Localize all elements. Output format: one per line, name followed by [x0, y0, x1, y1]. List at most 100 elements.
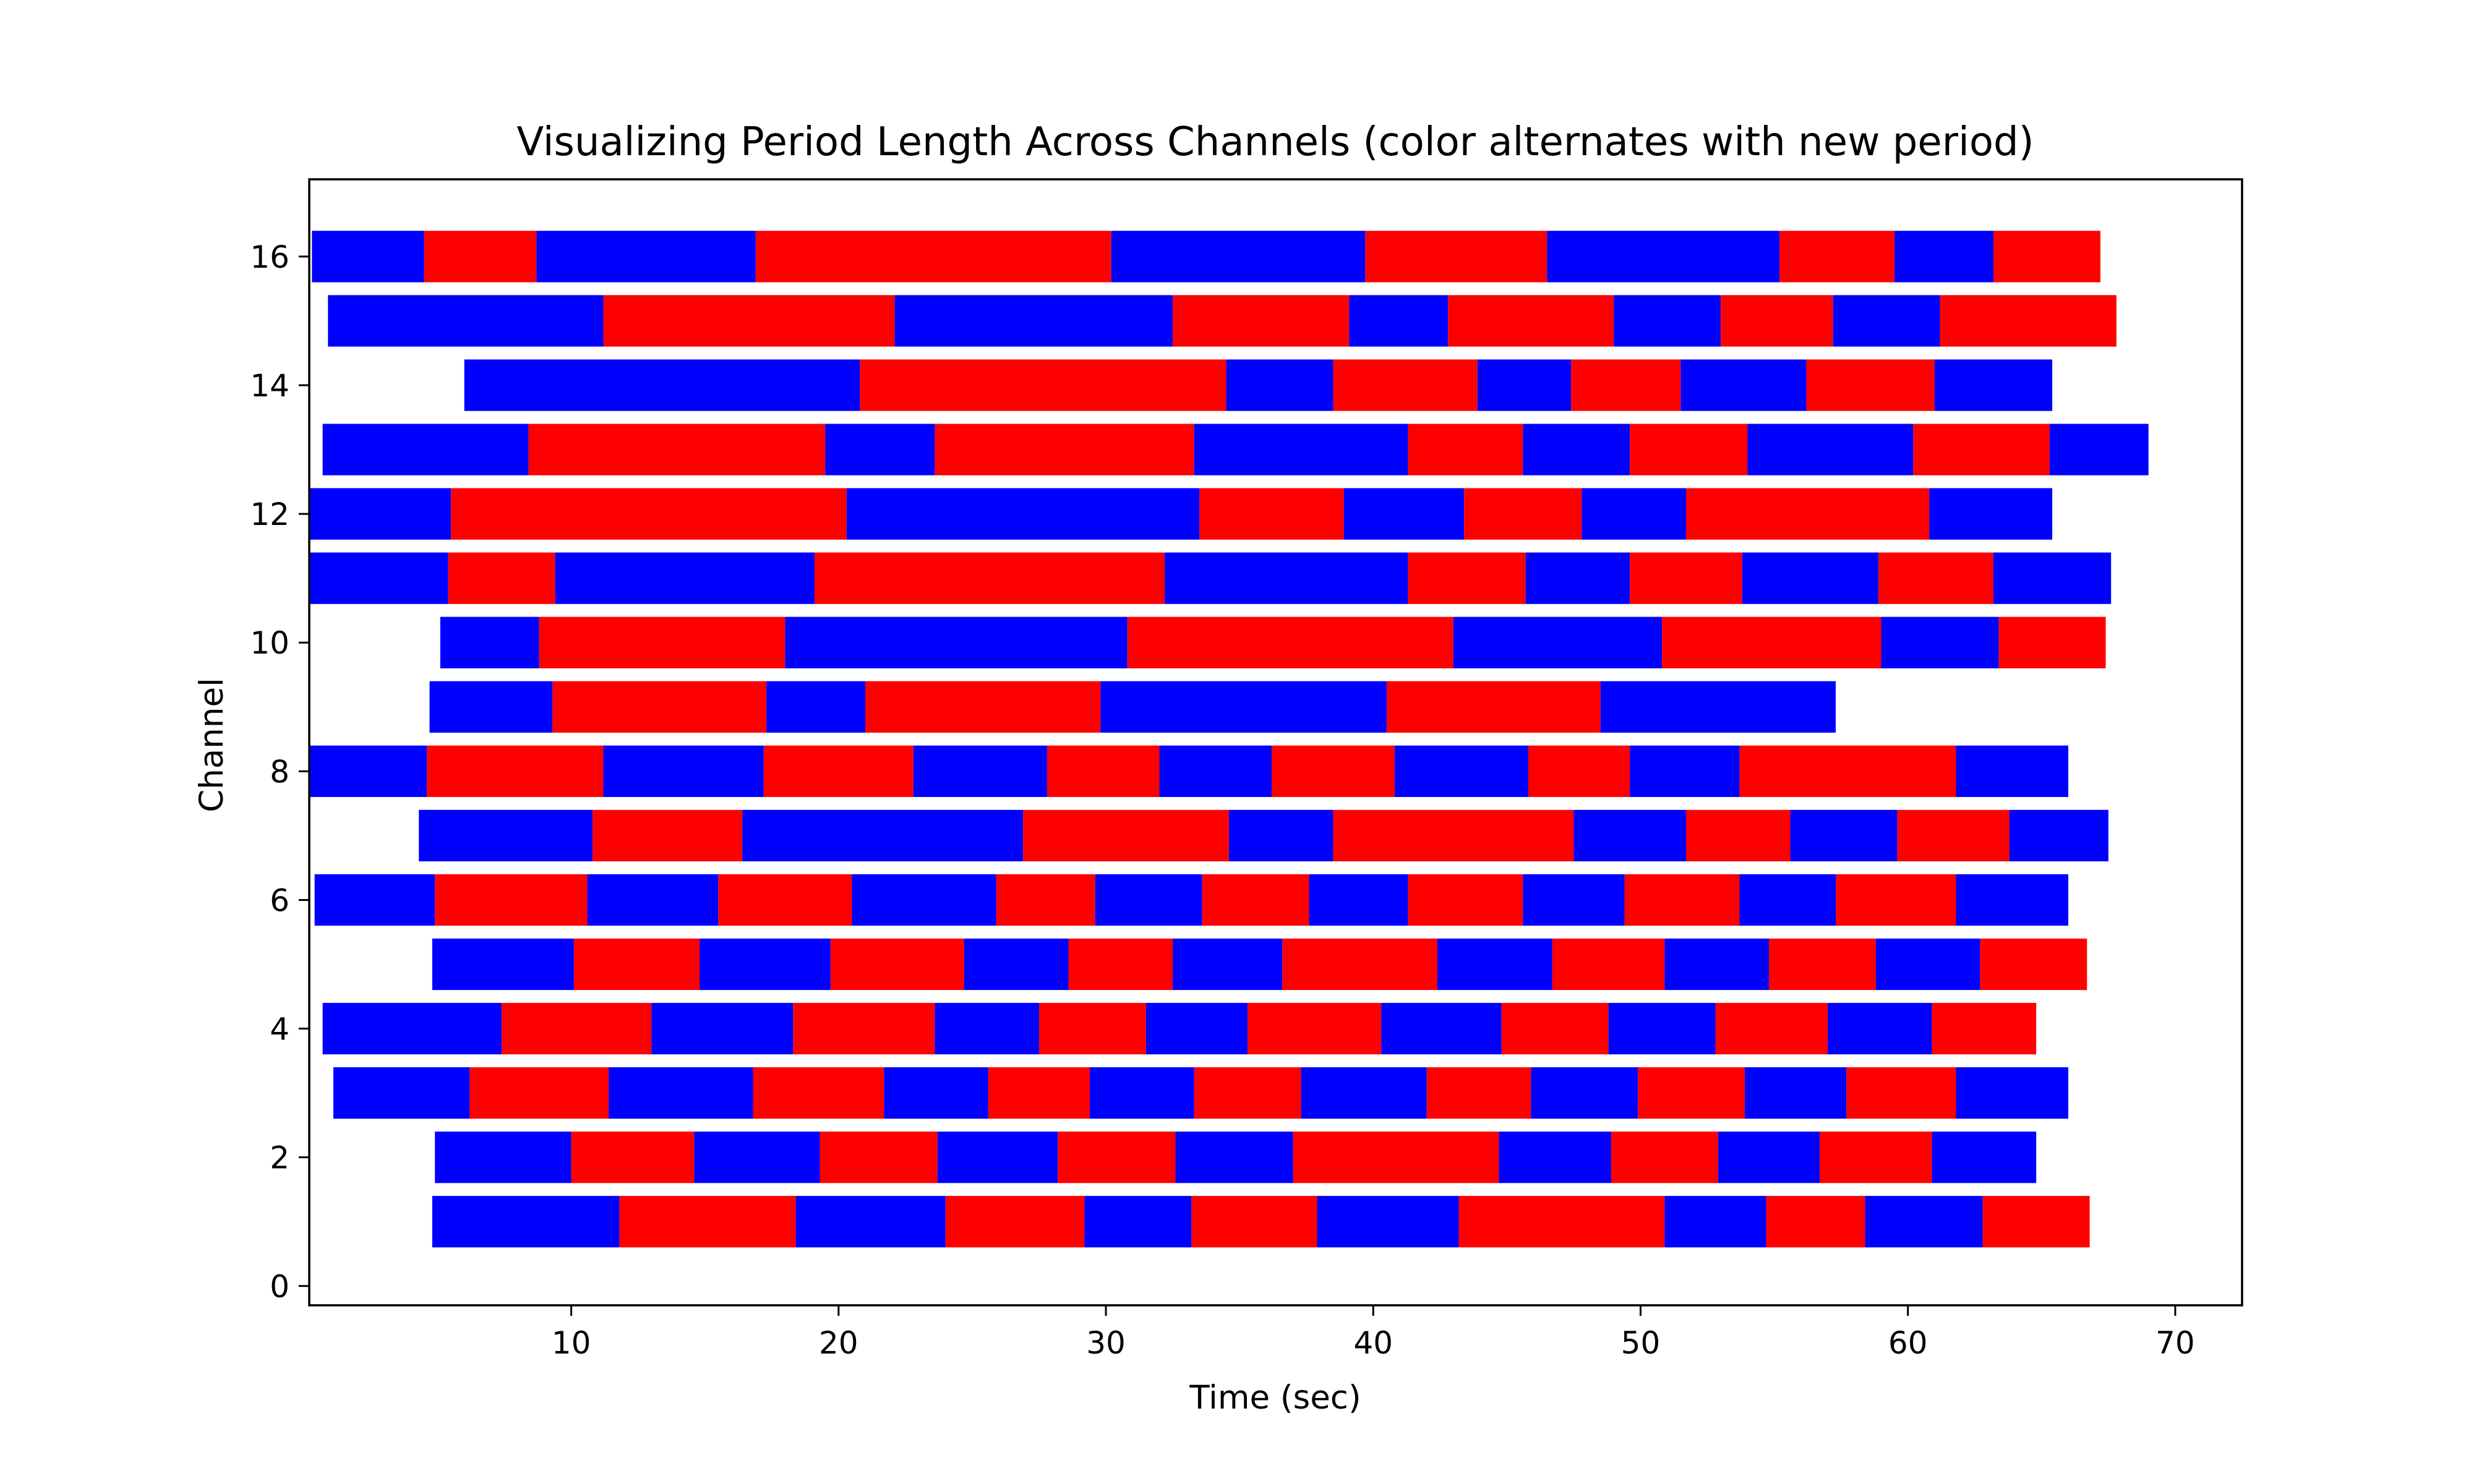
- chart-title: Visualizing Period Length Across Channel…: [516, 119, 2034, 165]
- period-bar-channel-11-5: [1165, 552, 1408, 604]
- y-tick-label: 12: [250, 497, 289, 532]
- period-bar-channel-5-11: [1664, 938, 1769, 991]
- period-bar-channel-4-1: [322, 1002, 502, 1055]
- period-bar-channel-14-7: [1680, 359, 1807, 411]
- y-tick-label: 14: [250, 368, 289, 404]
- period-bar-channel-15-4: [1173, 295, 1350, 347]
- period-bar-channel-10-6: [1662, 616, 1881, 668]
- period-bar-channel-9-1: [429, 681, 553, 733]
- period-bar-channel-13-4: [935, 424, 1194, 475]
- period-bar-channel-8-1: [309, 745, 427, 797]
- period-bar-channel-14-1: [464, 359, 860, 411]
- period-bar-channel-5-1: [432, 938, 574, 991]
- period-bar-channel-15-1: [328, 295, 604, 347]
- period-bar-channel-12-9: [1929, 488, 2053, 540]
- period-bar-channel-3-12: [1638, 1067, 1745, 1119]
- period-bar-channel-6-13: [1739, 874, 1836, 926]
- period-bar-channel-5-8: [1282, 938, 1437, 991]
- y-tick-label: 4: [270, 1012, 289, 1047]
- period-bar-channel-10-2: [539, 616, 785, 668]
- period-bar-channel-3-10: [1426, 1067, 1531, 1119]
- period-bar-channel-11-6: [1408, 552, 1526, 604]
- period-bar-channel-7-10: [1897, 809, 2010, 862]
- period-bar-channel-13-5: [1194, 424, 1408, 475]
- period-bar-channel-11-7: [1525, 552, 1630, 604]
- period-bar-channel-5-14: [1980, 938, 2087, 991]
- period-bar-channel-11-9: [1742, 552, 1879, 604]
- period-bar-channel-8-10: [1528, 745, 1630, 797]
- period-bar-channel-13-6: [1408, 424, 1523, 475]
- period-bar-channel-13-10: [1913, 424, 2050, 475]
- period-bar-channel-12-3: [846, 488, 1200, 540]
- period-bar-channel-16-1: [312, 231, 424, 283]
- period-bar-channel-1-5: [1084, 1196, 1192, 1248]
- period-bar-channel-11-1: [309, 552, 448, 604]
- period-bar-channel-15-10: [1940, 295, 2117, 347]
- period-bar-channel-5-12: [1768, 938, 1876, 991]
- period-bar-channel-14-6: [1571, 359, 1681, 411]
- period-bar-channel-10-1: [440, 616, 539, 668]
- period-bar-channel-8-12: [1739, 745, 1956, 797]
- period-bar-channel-8-9: [1394, 745, 1528, 797]
- period-bar-channel-15-2: [603, 295, 895, 347]
- period-bar-channel-2-11: [1718, 1132, 1820, 1183]
- period-bar-channel-1-3: [795, 1196, 946, 1248]
- period-bar-channel-1-9: [1664, 1196, 1766, 1248]
- period-bar-channel-5-7: [1173, 938, 1283, 991]
- y-tick-label: 0: [270, 1269, 289, 1305]
- period-bar-channel-12-4: [1199, 488, 1344, 540]
- period-bar-channel-11-4: [814, 552, 1165, 604]
- period-bar-channel-13-3: [825, 424, 935, 475]
- period-bar-channel-8-6: [1047, 745, 1160, 797]
- period-bar-channel-6-9: [1309, 874, 1408, 926]
- y-tick-label: 6: [270, 882, 289, 918]
- period-bar-channel-12-7: [1582, 488, 1686, 540]
- period-bar-channel-2-12: [1820, 1132, 1932, 1183]
- period-bar-channel-2-3: [694, 1132, 820, 1183]
- period-bar-channel-1-4: [945, 1196, 1085, 1248]
- period-bar-channel-2-2: [571, 1132, 695, 1183]
- period-bar-channel-5-10: [1552, 938, 1665, 991]
- period-bar-channel-16-7: [1547, 231, 1780, 283]
- period-bar-channel-2-1: [435, 1132, 571, 1183]
- x-tick-label: 60: [1888, 1325, 1928, 1361]
- period-bar-channel-13-1: [322, 424, 529, 475]
- period-bar-channel-6-3: [587, 874, 719, 926]
- period-bar-channel-4-5: [935, 1002, 1039, 1055]
- period-bar-channel-13-8: [1630, 424, 1748, 475]
- period-bar-channel-8-2: [427, 745, 604, 797]
- period-bar-channel-6-7: [1095, 874, 1202, 926]
- period-bar-channel-14-9: [1934, 359, 2053, 411]
- period-bar-channel-3-1: [333, 1067, 470, 1119]
- period-bar-channel-15-8: [1721, 295, 1833, 347]
- period-bar-channel-12-5: [1343, 488, 1465, 540]
- period-bar-channel-9-4: [865, 681, 1101, 733]
- period-bar-channel-1-8: [1458, 1196, 1665, 1248]
- period-bar-channel-5-4: [830, 938, 964, 991]
- period-bar-channel-4-2: [502, 1002, 652, 1055]
- period-bar-channel-4-12: [1715, 1002, 1828, 1055]
- period-bar-channel-14-2: [860, 359, 1226, 411]
- y-tick-label: 8: [270, 754, 289, 790]
- period-bar-channel-7-9: [1790, 809, 1898, 862]
- period-bar-channel-3-15: [1956, 1067, 2069, 1119]
- y-tick-label: 16: [250, 239, 289, 275]
- period-bar-channel-9-2: [552, 681, 767, 733]
- y-tick-label: 2: [270, 1140, 289, 1176]
- x-tick-label: 40: [1353, 1325, 1393, 1361]
- x-tick-label: 30: [1086, 1325, 1126, 1361]
- period-bar-channel-1-11: [1865, 1196, 1983, 1248]
- period-bar-channel-8-8: [1272, 745, 1395, 797]
- period-bar-channel-6-15: [1956, 874, 2069, 926]
- period-bar-channel-4-9: [1381, 1002, 1502, 1055]
- period-bar-channel-3-2: [469, 1067, 609, 1119]
- period-bar-channel-3-14: [1846, 1067, 1956, 1119]
- period-bar-channel-6-2: [435, 874, 588, 926]
- period-bar-channel-9-6: [1386, 681, 1601, 733]
- period-bar-channel-5-9: [1437, 938, 1552, 991]
- period-bar-channel-3-4: [753, 1067, 884, 1119]
- period-bar-channel-6-5: [852, 874, 996, 926]
- period-bar-channel-4-14: [1932, 1002, 2037, 1055]
- period-bar-channel-4-4: [793, 1002, 935, 1055]
